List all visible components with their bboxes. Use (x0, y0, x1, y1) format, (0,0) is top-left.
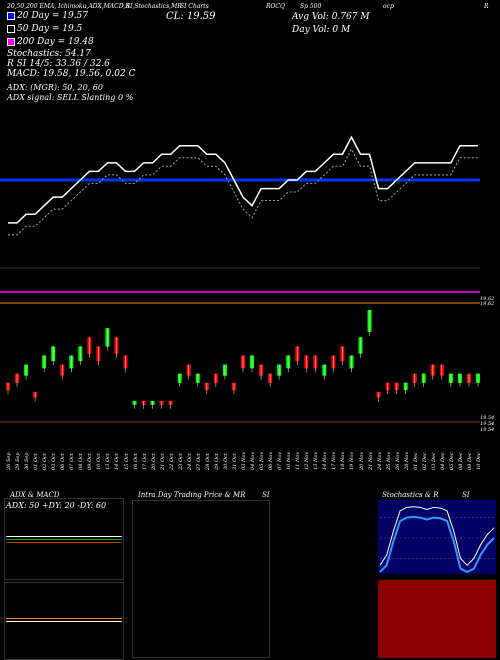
top-label-3: SI Charts (180, 3, 209, 10)
date-label: 13 Nov (313, 451, 320, 470)
date-label: 29 Oct (213, 453, 220, 470)
stoch-si-label: SI (462, 491, 470, 499)
date-label: 29 Sep (15, 452, 22, 470)
date-label: 25 Nov (385, 451, 392, 470)
adx-line-red (6, 542, 122, 543)
date-label: 07 Nov (277, 451, 284, 470)
date-label: 06 Nov (268, 451, 275, 470)
date-label: 08 Oct (78, 453, 85, 470)
avg-vol-label: Avg Vol: 0.767 M (292, 12, 370, 22)
macd-line-orange (6, 618, 122, 619)
top-label-ocp: ocp (383, 3, 394, 10)
date-label: 24 Nov (376, 451, 383, 470)
date-label: 01 Oct (33, 453, 40, 470)
macd-line-white (6, 621, 122, 622)
adx-line-green (6, 539, 122, 540)
date-label: 07 Oct (69, 453, 76, 470)
date-label: 21 Nov (367, 451, 374, 470)
date-label: 10 Oct (96, 453, 103, 470)
date-label: 17 Oct (141, 453, 148, 470)
header-top-row: 20,50,200 EMA, Ichimoku,ADX,MACD,R (7, 3, 130, 10)
date-label: 20 Oct (150, 453, 157, 470)
date-label: 20 Nov (358, 451, 365, 470)
intraday-si-label: SI (262, 491, 270, 499)
date-label: 23 Oct (177, 453, 184, 470)
adx-panel-title: ADX & MACD (10, 491, 60, 499)
date-label: 08 Dec (457, 452, 464, 470)
adx-signal-label: ADX signal: SELL Slanting 0 % (7, 93, 134, 102)
date-label: 15 Oct (123, 453, 130, 470)
date-label: 19 Nov (349, 451, 356, 470)
date-label: 30 Sep (24, 452, 31, 470)
stoch-panel (378, 500, 496, 574)
ema50-swatch (7, 24, 15, 33)
date-label: 03 Oct (51, 453, 58, 470)
date-label: 04 Nov (250, 451, 257, 470)
axis-label-4: 19.54 (480, 421, 495, 427)
date-label: 31 Oct (231, 453, 238, 470)
date-label: 17 Nov (331, 451, 338, 470)
date-label: 04 Dec (439, 452, 446, 470)
date-label: 26 Nov (394, 451, 401, 470)
top-label-sp: Sp 500 (300, 3, 322, 10)
date-label: 01 Dec (412, 452, 419, 470)
date-label: 03 Dec (430, 452, 437, 470)
rsi-label: R SI 14/5: 33.36 / 32.6 (7, 59, 110, 69)
date-label: 21 Oct (159, 453, 166, 470)
stoch-panel-title: Stochastics & R (382, 491, 439, 499)
intraday-panel (132, 500, 270, 658)
top-label-1: 20,50,200 EMA, Ichimoku,ADX,MACD,R (7, 3, 130, 10)
stochastics-label: Stochastics: 54.17 (7, 49, 91, 59)
date-label: 12 Nov (304, 451, 311, 470)
date-label: 09 Oct (87, 453, 94, 470)
ema200-label: 200 Day = 19.48 (7, 37, 94, 47)
ema50-label: 50 Day = 19.5 (7, 24, 82, 34)
rsi-panel (378, 580, 496, 658)
date-label: 14 Oct (114, 453, 121, 470)
date-label: 26 Sep (6, 452, 12, 470)
date-label: 30 Oct (222, 453, 229, 470)
date-label: 03 Nov (241, 451, 247, 470)
date-label: 28 Nov (403, 451, 410, 470)
date-label: 09 Dec (466, 452, 473, 470)
date-label: 10 Nov (286, 451, 293, 470)
close-label: CL: 19.59 (166, 11, 216, 22)
adx-line-white (6, 536, 122, 537)
date-label: 22 Oct (168, 453, 175, 470)
date-label: 10 Dec (476, 452, 482, 470)
axis-label-3: 19.54 (480, 415, 495, 421)
date-label: 11 Nov (295, 451, 302, 470)
price-chart (0, 135, 480, 423)
date-label: 02 Oct (42, 453, 49, 470)
date-label: 05 Nov (259, 451, 266, 470)
ema20-label: 20 Day = 19.57 (7, 11, 88, 21)
date-label: 13 Oct (105, 453, 112, 470)
price-line (8, 135, 478, 224)
ema20-swatch (7, 11, 15, 20)
top-label-ticker: ROCQ (266, 3, 285, 10)
date-label: 05 Dec (448, 452, 455, 470)
date-label: 24 Oct (186, 453, 193, 470)
macd-label: MACD: 19.58, 19.56, 0.02 C (7, 69, 136, 79)
top-label-2: SI,Stochastics,MR (126, 3, 182, 10)
date-label: 18 Nov (340, 451, 347, 470)
date-label: 16 Oct (132, 453, 139, 470)
date-label: 27 Oct (195, 453, 202, 470)
adx-values: ADX: 50 +DY: 20 -DY: 60 (6, 501, 107, 510)
axis-label-1: 19.62 (480, 296, 495, 302)
date-label: 14 Nov (322, 451, 329, 470)
date-label: 28 Oct (204, 453, 211, 470)
axis-label-2: 19.62 (480, 301, 495, 307)
top-label-r: R (484, 3, 489, 10)
date-label: 02 Dec (421, 452, 428, 470)
adx-label: ADX: (MGR): 50, 20, 60 (7, 83, 103, 92)
intraday-panel-title: Intra Day Trading Price & MR (138, 491, 246, 499)
day-vol-label: Day Vol: 0 M (292, 25, 351, 35)
ema200-swatch (7, 37, 15, 46)
ema50-dotted-line (8, 148, 478, 236)
axis-label-5: 19.54 (480, 427, 495, 433)
date-label: 06 Oct (60, 453, 67, 470)
